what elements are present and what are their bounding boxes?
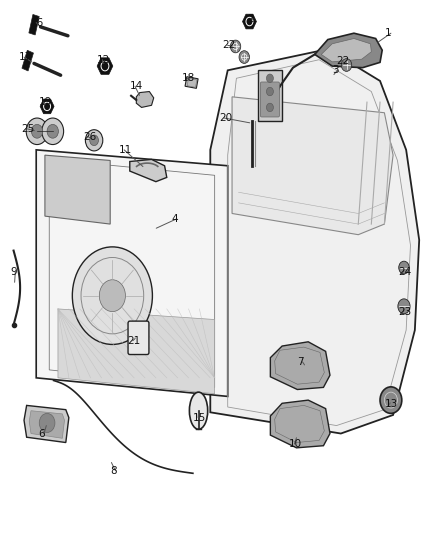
Text: 16: 16 (31, 18, 44, 28)
Circle shape (26, 118, 48, 144)
Text: 9: 9 (10, 267, 17, 277)
Circle shape (85, 130, 103, 151)
Polygon shape (36, 150, 228, 397)
Text: 6: 6 (39, 429, 45, 439)
Circle shape (90, 135, 99, 146)
Text: 26: 26 (83, 132, 96, 142)
Polygon shape (24, 406, 69, 442)
Text: 4: 4 (171, 214, 178, 224)
Text: 1: 1 (385, 28, 391, 38)
Text: 23: 23 (398, 306, 412, 317)
Circle shape (239, 51, 250, 63)
Circle shape (230, 40, 241, 53)
Text: 18: 18 (182, 73, 195, 83)
Text: 14: 14 (130, 81, 143, 91)
Circle shape (72, 247, 152, 344)
Polygon shape (58, 309, 215, 394)
Circle shape (39, 414, 55, 432)
Text: 17: 17 (19, 52, 32, 62)
Circle shape (399, 261, 409, 274)
Polygon shape (258, 70, 282, 120)
Text: 11: 11 (119, 145, 132, 155)
FancyBboxPatch shape (260, 82, 279, 117)
Circle shape (266, 74, 273, 83)
Polygon shape (270, 342, 330, 390)
Polygon shape (22, 50, 33, 71)
Polygon shape (315, 33, 382, 68)
Circle shape (32, 124, 43, 138)
Polygon shape (29, 14, 39, 35)
Text: 2: 2 (247, 14, 254, 24)
Text: 3: 3 (332, 66, 339, 75)
Text: 8: 8 (110, 466, 117, 475)
Polygon shape (232, 97, 393, 235)
Circle shape (266, 103, 273, 112)
FancyBboxPatch shape (128, 321, 149, 354)
Text: 22: 22 (223, 41, 236, 51)
Text: 21: 21 (127, 336, 141, 346)
Polygon shape (270, 400, 330, 448)
Polygon shape (130, 159, 167, 182)
Text: 19: 19 (39, 97, 52, 107)
Circle shape (266, 87, 273, 96)
Polygon shape (321, 38, 371, 62)
Polygon shape (29, 411, 64, 438)
Text: 12: 12 (97, 55, 110, 64)
Circle shape (380, 387, 402, 414)
Circle shape (99, 280, 125, 312)
Text: 10: 10 (289, 439, 302, 449)
Ellipse shape (189, 392, 208, 429)
Text: 15: 15 (193, 413, 206, 423)
Circle shape (42, 118, 64, 144)
Polygon shape (97, 58, 113, 74)
Polygon shape (185, 77, 198, 88)
Text: 25: 25 (21, 124, 34, 134)
Circle shape (47, 124, 58, 138)
Text: 7: 7 (297, 357, 304, 367)
Polygon shape (210, 49, 419, 433)
Circle shape (398, 299, 410, 314)
Text: 24: 24 (398, 267, 412, 277)
Polygon shape (45, 155, 110, 224)
Polygon shape (40, 99, 54, 114)
Polygon shape (136, 92, 154, 108)
Circle shape (341, 59, 352, 71)
Text: 13: 13 (385, 399, 398, 409)
Text: 20: 20 (219, 113, 232, 123)
Text: 22: 22 (336, 56, 350, 66)
Polygon shape (243, 14, 256, 29)
